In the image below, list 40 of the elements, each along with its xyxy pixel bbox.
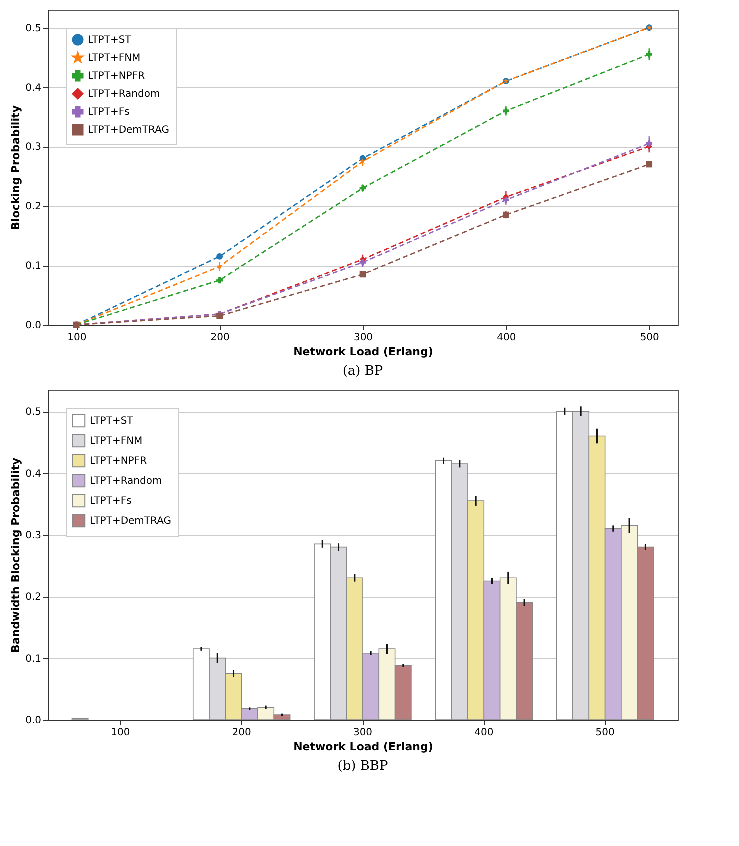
legend-label: LTPT+FNM xyxy=(88,53,141,64)
legend-label: LTPT+NPFR xyxy=(88,71,146,82)
y-tick-label: 0.3 xyxy=(26,530,42,542)
x-tick-label: 500 xyxy=(640,332,660,344)
x-axis-title: Network Load (Erlang) xyxy=(294,740,434,754)
legend-label: LTPT+Fs xyxy=(88,107,130,118)
x-tick-label: 300 xyxy=(353,728,373,738)
text: (b) BBP xyxy=(338,759,388,774)
y-tick-label: 0.1 xyxy=(26,654,42,665)
legend-label: LTPT+ST xyxy=(90,416,134,427)
x-tick-label: 300 xyxy=(354,332,374,344)
legend-label: LTPT+Random xyxy=(90,476,162,487)
x-tick-label: 400 xyxy=(474,728,494,738)
y-tick-label: 0.4 xyxy=(26,82,42,94)
x-tick-label: 500 xyxy=(596,728,615,738)
y-tick-label: 0.2 xyxy=(26,202,42,213)
y-tick-label: 0.3 xyxy=(26,142,42,154)
x-tick-label: 100 xyxy=(111,728,130,738)
y-tick-label: 0.2 xyxy=(26,592,42,604)
legend-label: LTPT+Random xyxy=(88,89,160,100)
text: (a) BP xyxy=(342,364,384,379)
y-tick-label: 0.0 xyxy=(26,716,42,726)
legend-label: LTPT+DemTRAG xyxy=(88,125,170,136)
x-tick-label: 200 xyxy=(232,728,252,738)
x-tick-label: 400 xyxy=(497,332,516,344)
legend-label: LTPT+ST xyxy=(88,35,132,46)
legend-label: LTPT+Fs xyxy=(90,496,132,507)
legend-label: LTPT+FNM xyxy=(90,436,143,447)
y-tick-label: 0.5 xyxy=(26,407,42,418)
y-axis-title: Bandwidth Blocking Probability xyxy=(10,458,23,654)
x-tick-label: 200 xyxy=(210,332,230,344)
y-tick-label: 0.1 xyxy=(26,261,42,272)
y-axis-title: Blocking Probability xyxy=(10,106,23,230)
x-tick-label: 100 xyxy=(68,332,87,344)
legend-label: LTPT+NPFR xyxy=(90,456,148,467)
y-tick-label: 0.5 xyxy=(26,23,42,34)
x-axis-title: Network Load (Erlang) xyxy=(294,346,434,358)
y-tick-label: 0.4 xyxy=(26,468,42,480)
y-tick-label: 0.0 xyxy=(26,320,42,332)
legend-label: LTPT+DemTRAG xyxy=(90,516,172,527)
